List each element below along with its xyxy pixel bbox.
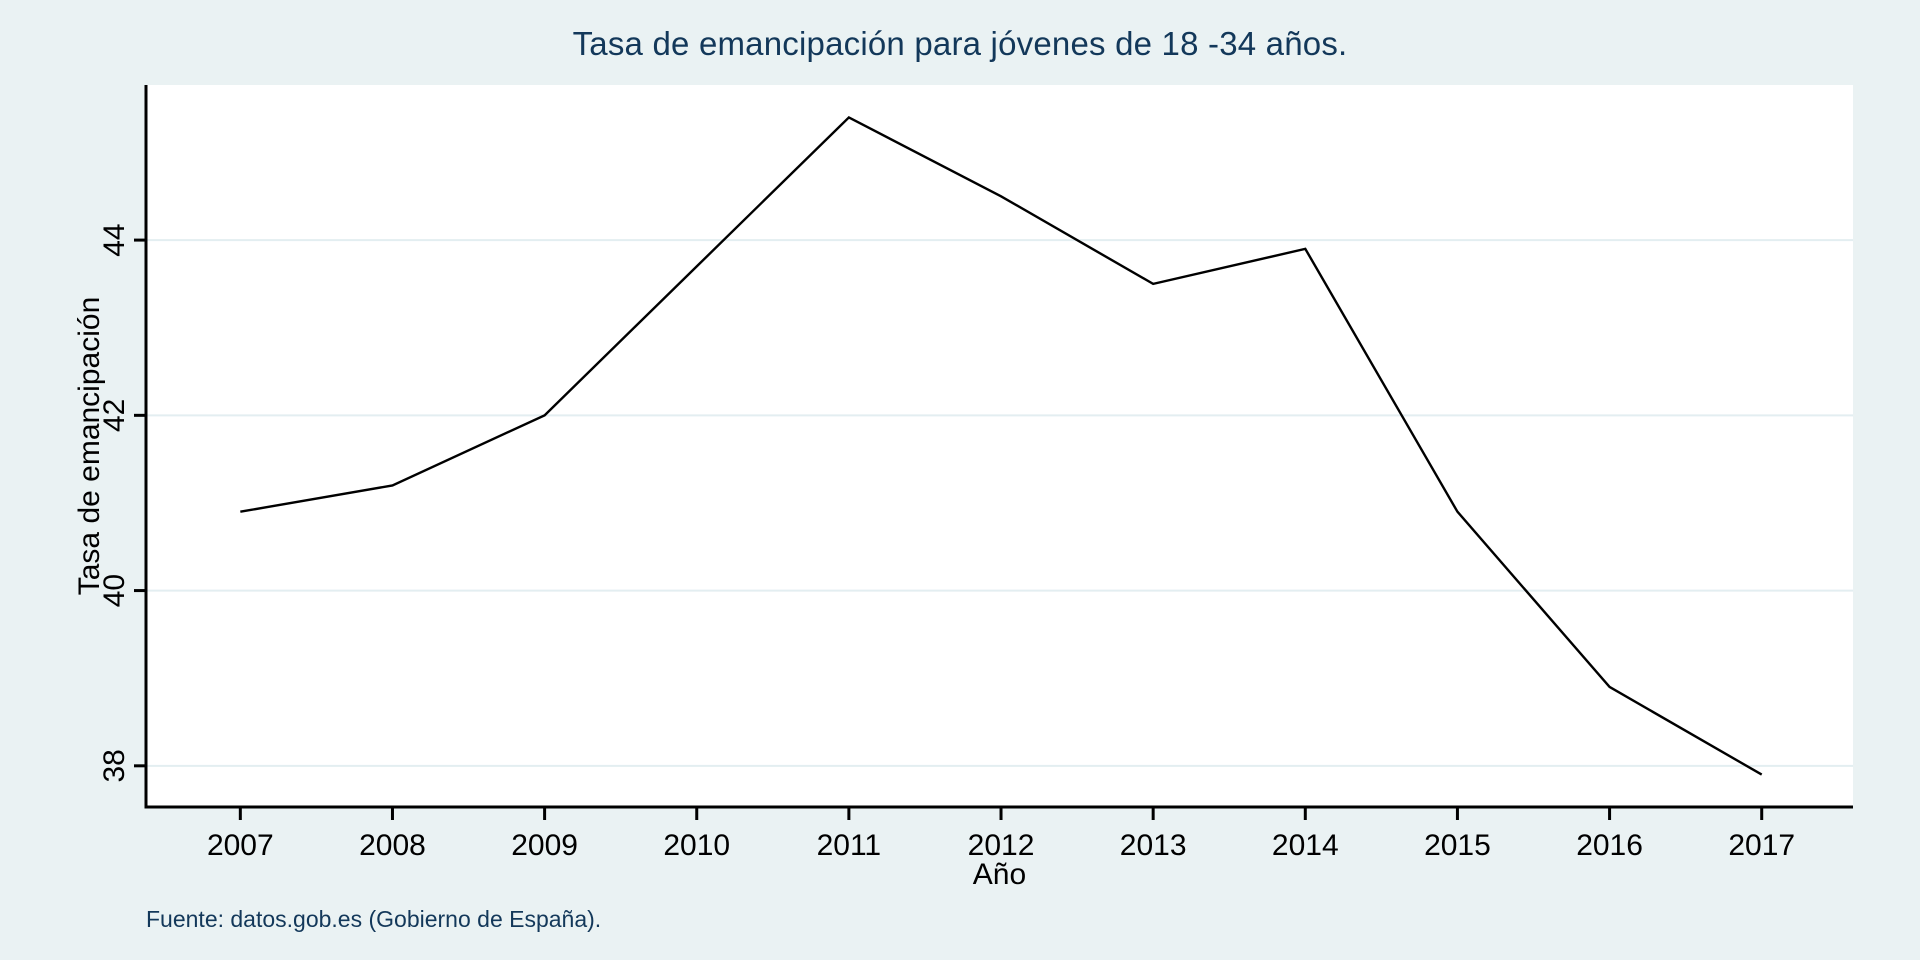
y-tick-label: 40 [98,574,131,607]
y-tick-label: 42 [98,399,131,432]
y-axis-title: Tasa de emancipación [73,296,106,596]
plot-background [146,85,1853,807]
x-tick-label: 2015 [1424,829,1491,862]
y-tick-label: 38 [98,749,131,782]
x-tick-label: 2012 [968,829,1035,862]
x-tick-label: 2010 [663,829,730,862]
x-tick-label: 2013 [1120,829,1187,862]
x-tick-label: 2011 [817,829,882,862]
x-tick-label: 2007 [207,829,274,862]
chart-title: Tasa de emancipación para jóvenes de 18 … [572,25,1348,62]
x-tick-label: 2008 [359,829,426,862]
x-tick-label: 2014 [1272,829,1339,862]
y-tick-label: 44 [98,223,131,256]
x-tick-label: 2016 [1576,829,1643,862]
x-tick-label: 2017 [1728,829,1795,862]
x-tick-label: 2009 [511,829,578,862]
source-note: Fuente: datos.gob.es (Gobierno de España… [146,906,602,932]
data-line [240,115,1763,776]
x-axis-title: Año [972,858,1027,891]
